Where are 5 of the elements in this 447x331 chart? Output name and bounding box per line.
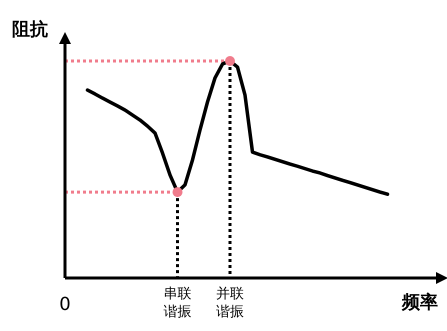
text: 串联谐振 bbox=[164, 286, 192, 320]
x-axis-title: 频率 bbox=[401, 292, 438, 313]
text: 并联谐振 bbox=[216, 286, 244, 320]
text: 0 bbox=[59, 294, 71, 315]
y-axis-title: 阻抗 bbox=[12, 19, 48, 40]
